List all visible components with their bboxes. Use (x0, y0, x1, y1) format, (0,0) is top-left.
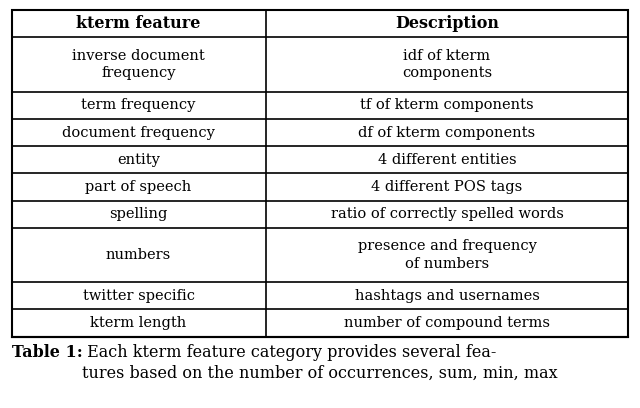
Text: df of kterm components: df of kterm components (358, 126, 536, 140)
Text: number of compound terms: number of compound terms (344, 316, 550, 330)
Text: kterm feature: kterm feature (76, 16, 201, 32)
Text: 4 different POS tags: 4 different POS tags (371, 180, 523, 194)
Text: twitter specific: twitter specific (83, 289, 195, 303)
Text: term frequency: term frequency (81, 98, 196, 112)
Text: 4 different entities: 4 different entities (378, 153, 516, 167)
Text: tf of kterm components: tf of kterm components (360, 98, 534, 112)
Text: ratio of correctly spelled words: ratio of correctly spelled words (331, 207, 563, 221)
Text: presence and frequency
of numbers: presence and frequency of numbers (358, 239, 536, 271)
Text: Each kterm feature category provides several fea-
tures based on the number of o: Each kterm feature category provides sev… (83, 344, 558, 382)
Text: idf of kterm
components: idf of kterm components (402, 49, 492, 80)
Text: document frequency: document frequency (62, 126, 215, 140)
Text: Description: Description (395, 16, 499, 32)
Text: numbers: numbers (106, 248, 171, 262)
Bar (12, 10, 628, 337)
Text: Table 1:: Table 1: (12, 344, 83, 361)
Text: entity: entity (117, 153, 160, 167)
Text: kterm length: kterm length (90, 316, 187, 330)
Text: part of speech: part of speech (85, 180, 192, 194)
Text: hashtags and usernames: hashtags and usernames (355, 289, 540, 303)
Text: spelling: spelling (109, 207, 168, 221)
Text: inverse document
frequency: inverse document frequency (72, 49, 205, 80)
